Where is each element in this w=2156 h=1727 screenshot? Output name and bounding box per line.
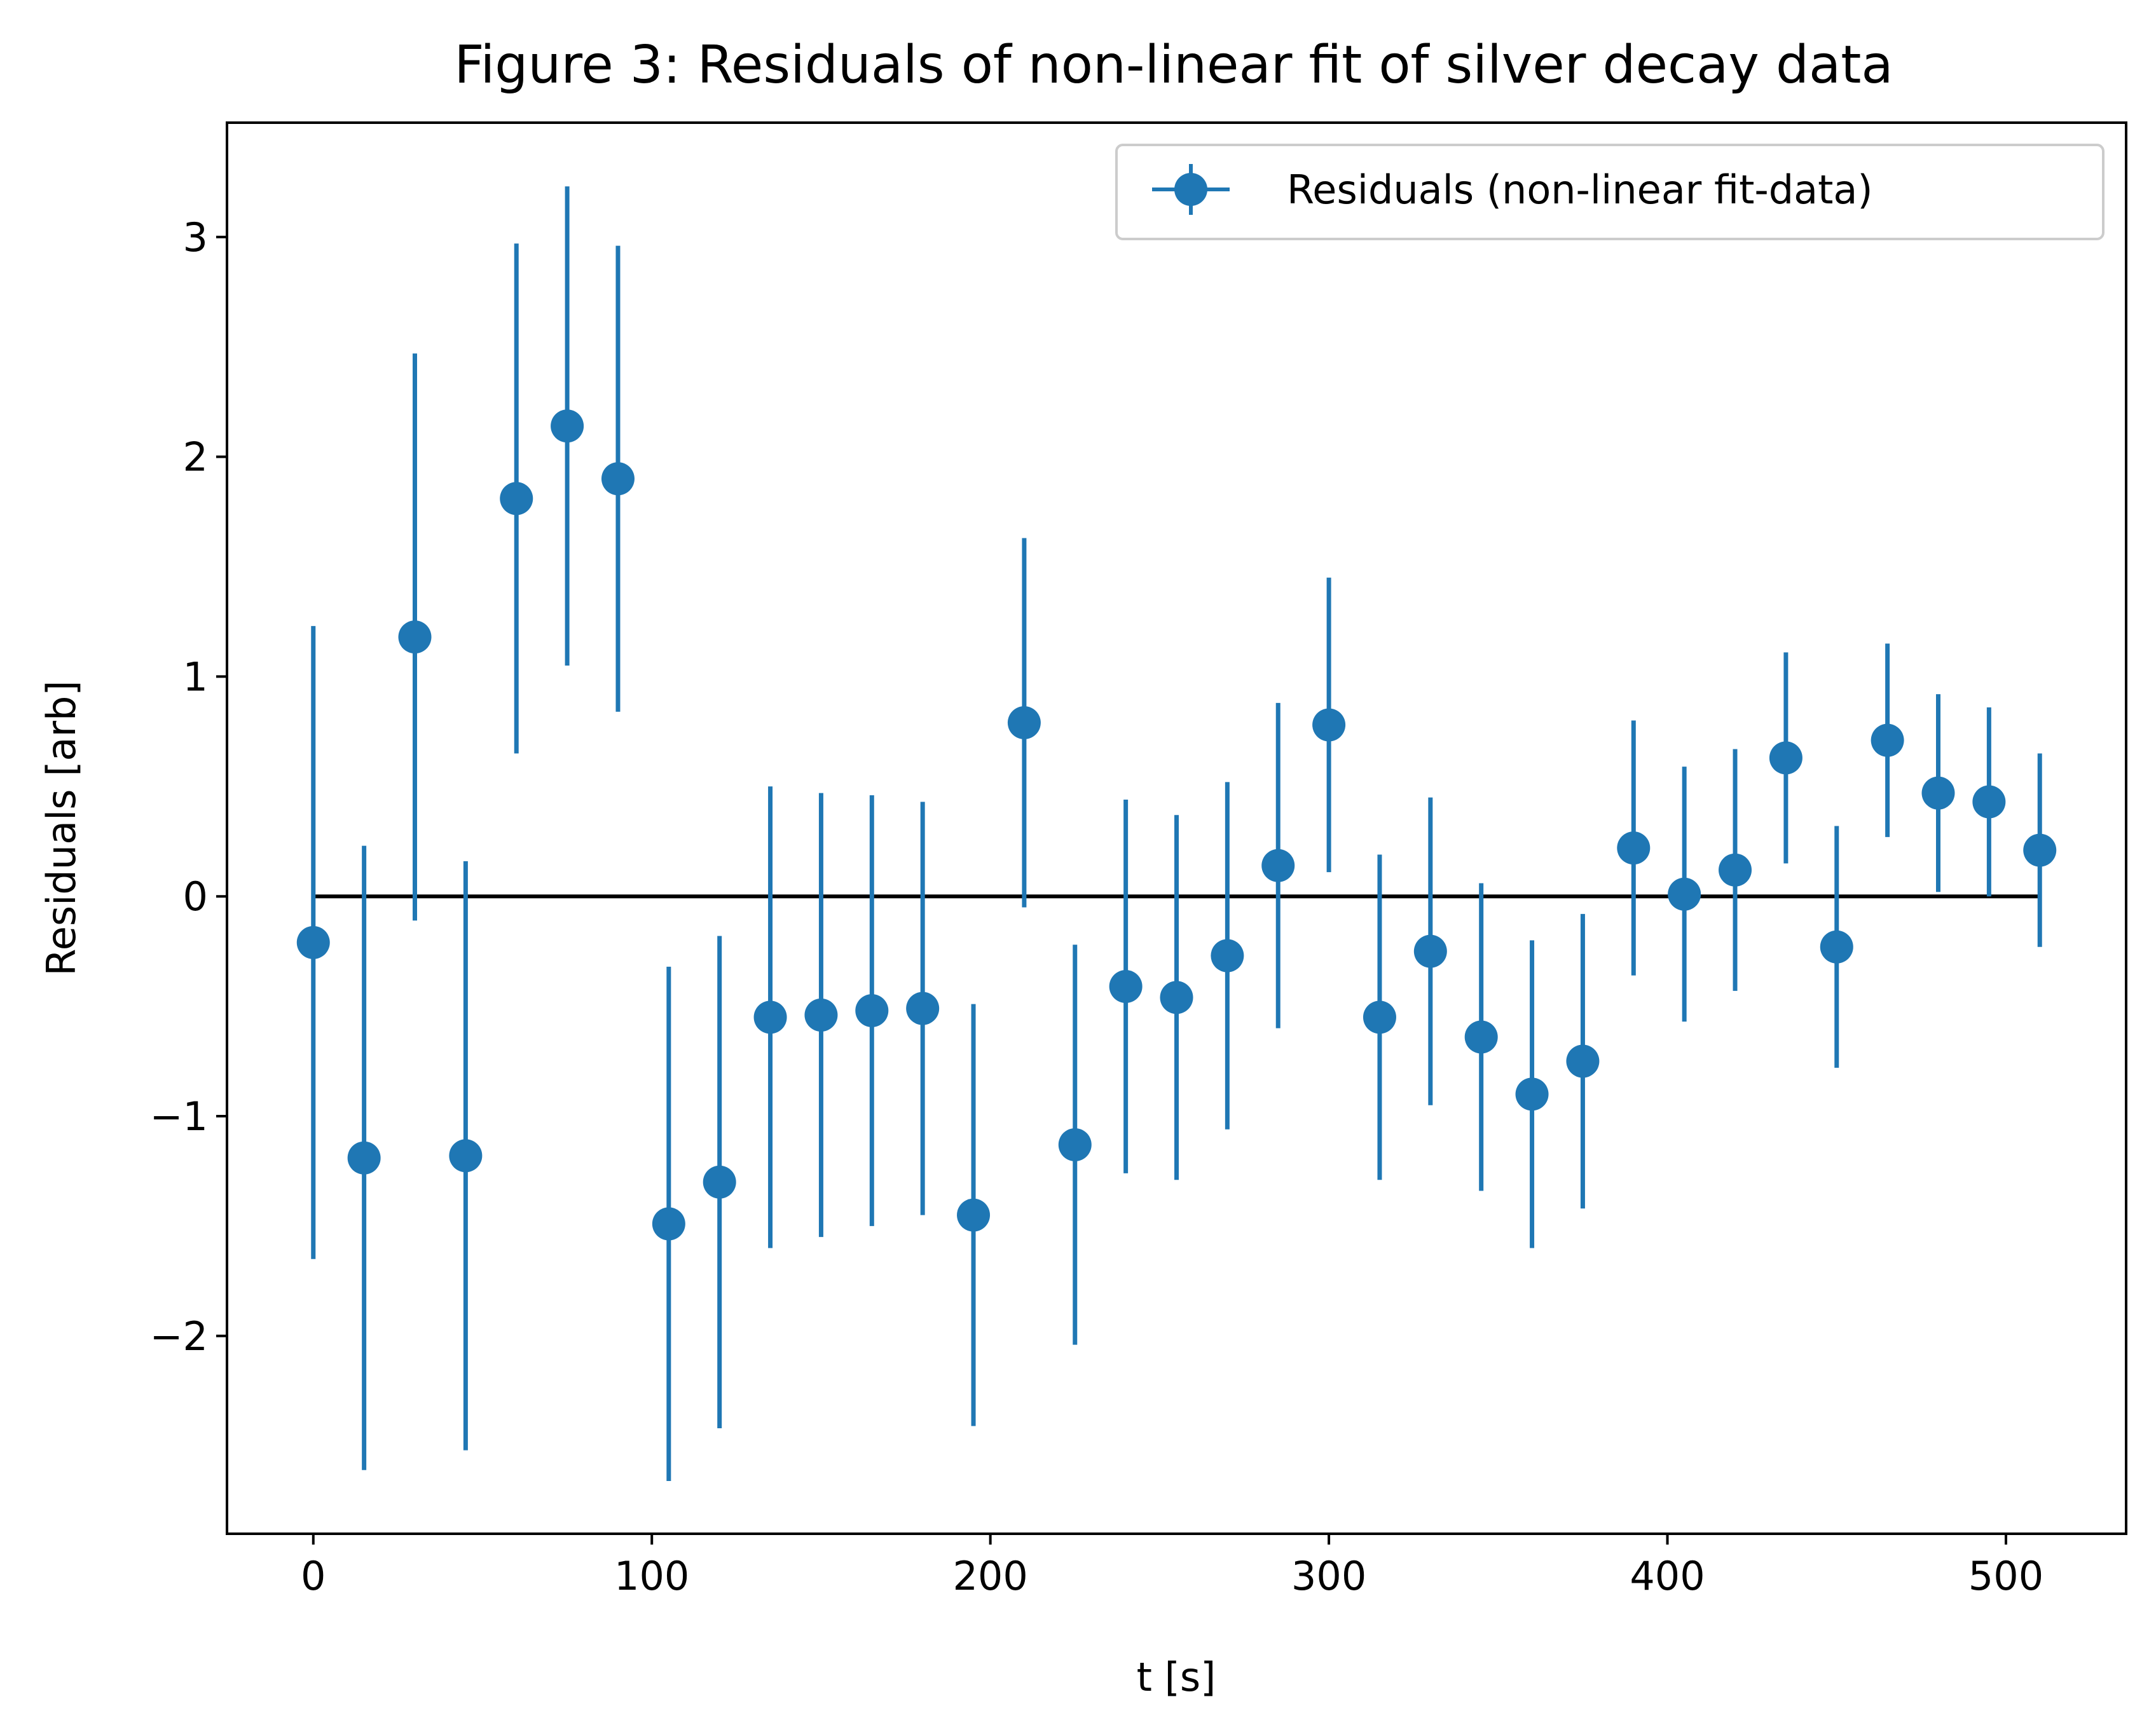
data-point: [1312, 708, 1346, 742]
data-point: [1211, 939, 1244, 973]
y-tick-label: −2: [150, 1313, 208, 1360]
data-point: [1566, 1044, 1600, 1078]
y-tick-label: −1: [150, 1093, 208, 1140]
x-axis-label: t [s]: [1137, 1654, 1216, 1700]
data-point: [1007, 706, 1041, 740]
data-point: [957, 1198, 991, 1232]
plot-area: [296, 186, 2057, 1482]
data-point: [1972, 785, 2006, 819]
x-tick-label: 400: [1630, 1553, 1705, 1599]
data-point: [1668, 877, 1701, 911]
data-point: [1160, 981, 1193, 1014]
chart-title: Figure 3: Residuals of non-linear fit of…: [454, 35, 1893, 95]
data-point: [347, 1141, 381, 1175]
data-point: [500, 482, 533, 515]
y-axis-label: Residuals [arb]: [38, 680, 85, 976]
data-point: [1261, 849, 1295, 882]
x-axis: 0 100 200 300 400 500: [301, 1534, 2043, 1599]
x-tick-label: 300: [1291, 1553, 1366, 1599]
x-tick-label: 500: [1968, 1553, 2043, 1599]
data-point: [551, 409, 584, 443]
x-tick-label: 0: [301, 1553, 326, 1599]
data-point: [652, 1207, 685, 1241]
y-tick-label: 1: [183, 653, 208, 700]
data-point: [601, 462, 635, 496]
y-tick-label: 2: [183, 434, 208, 481]
legend-marker: [1174, 173, 1207, 206]
legend: Residuals (non-linear fit-data): [1115, 144, 2105, 240]
legend-label: Residuals (non-linear fit-data): [1287, 167, 1873, 213]
y-tick-label: 0: [183, 873, 208, 920]
data-point: [1921, 776, 1955, 810]
data-point: [703, 1165, 736, 1199]
data-point: [855, 994, 889, 1028]
data-point: [296, 925, 330, 959]
data-point: [753, 1000, 787, 1034]
data-point: [1515, 1077, 1549, 1111]
data-point: [804, 998, 838, 1032]
data-point: [2023, 833, 2057, 867]
data-point: [1820, 930, 1853, 964]
data-point: [1413, 934, 1447, 968]
legend-box: [1115, 144, 2105, 240]
data-point: [1769, 741, 1802, 775]
axes-frame: [226, 121, 2127, 1535]
data-point: [906, 992, 940, 1025]
data-point: [398, 620, 432, 654]
x-tick-label: 100: [614, 1553, 689, 1599]
data-point: [449, 1139, 483, 1173]
y-tick-label: 3: [183, 214, 208, 261]
data-point: [1871, 723, 1904, 757]
x-tick-label: 200: [952, 1553, 1027, 1599]
y-axis: −2 −1 0 1 2 3: [150, 214, 227, 1360]
data-point: [1363, 1000, 1396, 1034]
data-point: [1109, 969, 1143, 1003]
data-point: [1719, 853, 1752, 887]
data-point: [1058, 1128, 1092, 1161]
data-point: [1464, 1020, 1498, 1054]
data-point: [1617, 831, 1651, 865]
